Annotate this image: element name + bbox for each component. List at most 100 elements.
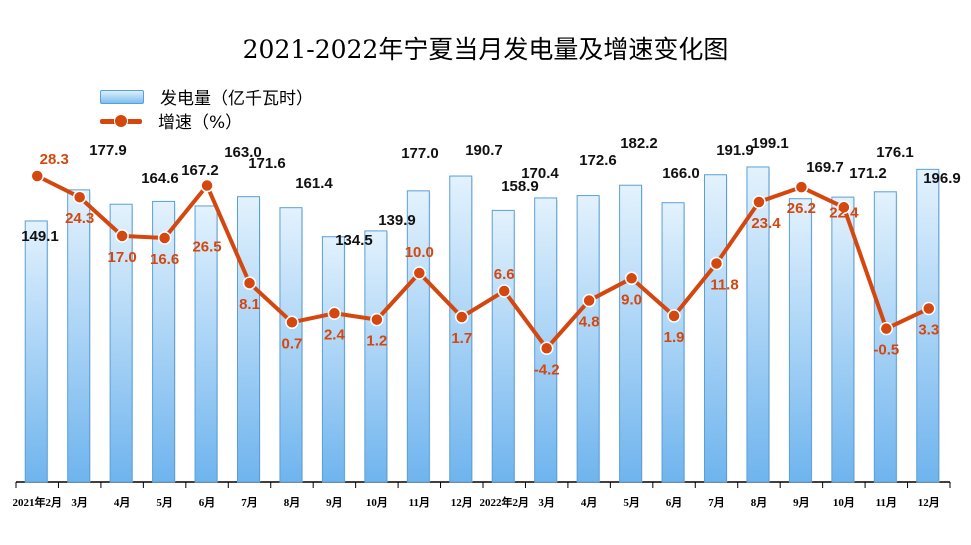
growth-value-label: 4.8	[579, 314, 600, 331]
bar-value-label: 139.9	[378, 212, 416, 229]
chart-title: 2021-2022年宁夏当月发电量及增速变化图	[242, 35, 729, 64]
growth-point	[242, 276, 257, 290]
bar	[194, 205, 218, 483]
x-tick-label: 7月	[241, 496, 258, 509]
bar-value-label: 177.9	[89, 142, 127, 159]
bar-value-label: 176.1	[876, 144, 914, 161]
bar	[788, 198, 812, 483]
growth-value-label: 3.3	[918, 322, 939, 339]
bar-value-label: 167.2	[181, 162, 219, 179]
growth-point	[285, 315, 299, 330]
bar	[279, 207, 303, 483]
bar	[237, 196, 260, 483]
growth-value-label: -4.2	[534, 361, 560, 378]
growth-point	[455, 310, 469, 324]
bar-value-label: 190.7	[465, 142, 503, 159]
growth-point	[539, 341, 554, 356]
bar	[661, 202, 685, 483]
bar-value-label: 172.6	[579, 152, 617, 169]
bar-value-label: 199.1	[751, 135, 789, 152]
growth-value-label: 16.6	[150, 251, 179, 268]
growth-point	[497, 284, 511, 298]
x-tick-label: 9月	[326, 496, 343, 509]
bar	[321, 236, 345, 483]
x-tick-label: 8月	[284, 496, 301, 509]
x-tick-label: 11月	[876, 496, 897, 509]
growth-point	[709, 256, 724, 271]
growth-point	[837, 200, 851, 215]
bar	[916, 168, 940, 483]
growth-value-label: 0.7	[282, 335, 303, 352]
growth-value-label: 9.0	[621, 291, 642, 308]
growth-point	[667, 309, 681, 323]
bar-value-label: 166.0	[662, 165, 700, 182]
growth-value-label: 1.7	[451, 330, 472, 347]
bar	[449, 175, 473, 483]
bar-value-label: 161.4	[295, 175, 333, 192]
bar	[152, 200, 176, 483]
line-swatch	[100, 113, 142, 128]
x-tick-label: 6月	[199, 496, 216, 509]
bar	[619, 184, 643, 483]
bar	[491, 209, 515, 483]
growth-value-label: 28.3	[40, 151, 69, 168]
bar-swatch	[100, 89, 144, 104]
bar-value-label: 171.6	[248, 155, 286, 172]
growth-line	[36, 174, 930, 351]
bar	[67, 189, 91, 483]
x-tick-label: 2021年2月	[12, 495, 62, 509]
x-tick-label: 8月	[751, 496, 768, 509]
x-tick-label: 5月	[623, 496, 640, 509]
growth-value-label: 26.2	[787, 200, 816, 217]
growth-point	[879, 321, 894, 336]
bar	[873, 191, 897, 483]
growth-point	[370, 312, 384, 327]
bar-value-label: 164.6	[141, 170, 179, 187]
growth-point	[72, 190, 87, 204]
bar	[364, 230, 388, 483]
x-tick-label: 5月	[156, 496, 173, 509]
growth-point	[327, 306, 342, 321]
growth-point	[624, 271, 639, 286]
growth-value-label: 22.4	[829, 204, 859, 221]
x-tick-label: 3月	[71, 496, 88, 509]
bar	[576, 195, 600, 483]
growth-point	[30, 169, 44, 183]
legend-label-growth: 增速（%）	[158, 113, 243, 133]
growth-value-label: 6.6	[494, 266, 515, 283]
bar	[831, 196, 855, 483]
x-tick-label: 4月	[581, 496, 598, 509]
bar-value-label: 191.9	[716, 142, 754, 159]
growth-point	[582, 293, 596, 308]
growth-value-label: 11.8	[710, 276, 738, 293]
bar-value-label: 158.9	[501, 178, 539, 195]
growth-value-label: 8.1	[239, 296, 260, 313]
growth-value-label: 1.9	[664, 329, 685, 346]
x-tick-label: 6月	[666, 496, 683, 509]
legend-label-power: 发电量（亿千瓦时）	[160, 89, 313, 109]
growth-point	[115, 229, 129, 243]
bar-value-label: 196.9	[923, 170, 961, 187]
x-tick-label: 10月	[833, 496, 855, 509]
growth-value-label: 26.5	[192, 239, 221, 256]
growth-value-label: 2.4	[324, 326, 346, 343]
bar	[746, 166, 770, 483]
x-tick-label: 2022年2月	[479, 495, 529, 509]
x-tick-label: 4月	[114, 496, 131, 509]
bar	[406, 190, 430, 483]
bar-value-label: 163.0	[224, 144, 262, 161]
bar-value-label: 182.2	[620, 135, 658, 152]
x-tick-label: 11月	[409, 496, 430, 509]
growth-point	[200, 178, 214, 193]
growth-point	[922, 301, 936, 316]
growth-point	[752, 195, 766, 209]
growth-point	[412, 266, 427, 280]
growth-value-label: 17.0	[108, 249, 137, 266]
bar-value-label: 177.0	[401, 145, 439, 162]
x-tick-label: 7月	[708, 496, 725, 509]
growth-point	[794, 180, 809, 194]
bar-value-label: 171.2	[849, 165, 887, 182]
x-tick-label: 3月	[538, 496, 555, 509]
bar	[109, 203, 133, 483]
